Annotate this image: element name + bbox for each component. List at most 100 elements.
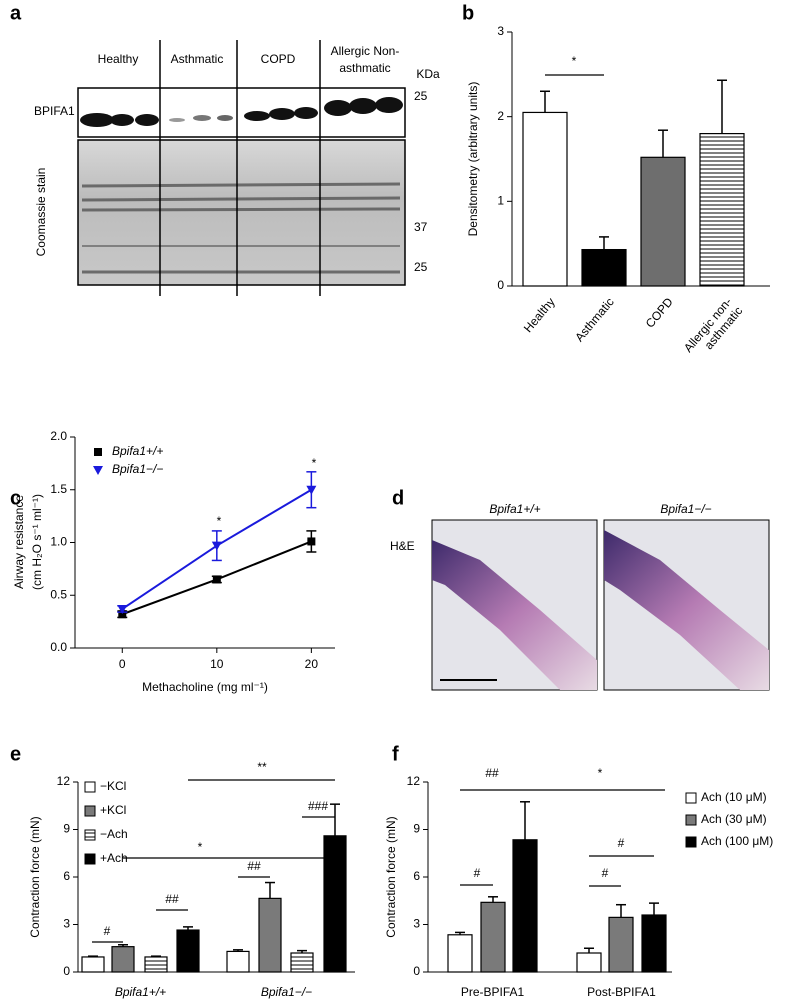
bar <box>258 897 282 973</box>
significance-label: # <box>474 866 481 880</box>
significance-label: * <box>598 766 603 780</box>
lane-label-line: Allergic Non- <box>331 44 400 58</box>
legend-label: Ach (10 μM) <box>701 790 767 804</box>
error-bar <box>183 926 193 931</box>
bar <box>699 133 745 287</box>
legend-label: +Ach <box>100 851 128 865</box>
error-bar <box>658 129 668 158</box>
significance-label: # <box>618 836 625 850</box>
y-axis-label: Densitometry (arbitrary units) <box>466 82 480 237</box>
bar <box>144 956 168 973</box>
marker <box>306 485 317 495</box>
legend-swatch <box>84 853 96 865</box>
y-tick-label: 6 <box>63 869 70 883</box>
x-tick-label: Asthmatic <box>572 295 617 344</box>
column-label: Bpifa1+/+ <box>489 502 540 516</box>
significance-label: * <box>217 514 222 528</box>
marker-label: 25 <box>414 89 428 103</box>
y-tick-label: 6 <box>413 869 420 883</box>
x-axis-label: Methacholine (mg ml⁻¹) <box>142 680 268 694</box>
error-bar <box>265 881 275 899</box>
x-tick-label: 20 <box>305 657 319 671</box>
legend-marker <box>94 448 102 456</box>
legend-label: Ach (30 μM) <box>701 812 767 826</box>
marker <box>117 604 128 614</box>
legend-label: Ach (100 μM) <box>701 834 773 848</box>
significance-label: * <box>572 54 577 68</box>
error-bar <box>616 903 626 918</box>
lane-label: Asthmatic <box>171 52 224 66</box>
legend-label: +KCl <box>100 803 126 817</box>
bar <box>640 156 686 287</box>
marker <box>212 575 221 584</box>
y-axis-label: (cm H₂O s⁻¹ ml⁻¹) <box>30 494 44 590</box>
significance-label: ### <box>308 799 328 813</box>
y-tick-label: 0.5 <box>50 587 67 601</box>
error-bar <box>488 896 498 903</box>
legend-marker <box>93 466 103 475</box>
error-bar <box>584 947 594 953</box>
marker <box>118 610 127 619</box>
significance-label: * <box>198 840 203 854</box>
y-tick-label: 1 <box>497 194 504 208</box>
y-tick-label: 9 <box>63 822 70 836</box>
legend-swatch <box>685 836 697 848</box>
y-axis-label: Contraction force (mN) <box>28 816 42 937</box>
significance-label: ## <box>247 859 261 873</box>
marker-label: 37 <box>414 220 428 234</box>
error-bar <box>233 949 243 952</box>
y-tick-label: 2.0 <box>50 429 67 443</box>
bar <box>480 901 506 973</box>
bar <box>323 835 347 973</box>
error-bar <box>455 931 465 935</box>
legend-label: Bpifa1−/− <box>112 462 163 476</box>
legend-swatch <box>84 781 96 793</box>
error-bar <box>297 949 307 953</box>
y-tick-label: 1.5 <box>50 482 67 496</box>
western-blot <box>77 40 406 296</box>
significance-label: ** <box>257 760 267 774</box>
significance-label: # <box>602 866 609 880</box>
legend-label: −Ach <box>100 827 128 841</box>
bar <box>512 839 538 973</box>
panel-label: b <box>462 2 474 24</box>
bar <box>81 956 105 973</box>
y-tick-label: 0 <box>413 964 420 978</box>
legend-label: −KCl <box>100 779 126 793</box>
error-bar <box>520 801 530 840</box>
legend-swatch <box>84 805 96 817</box>
significance-label: ## <box>485 766 499 780</box>
protein-label: BPIFA1 <box>34 104 75 118</box>
y-tick-label: 3 <box>413 917 420 931</box>
y-tick-label: 12 <box>407 774 421 788</box>
significance-label: # <box>104 924 111 938</box>
y-tick-label: 0 <box>63 964 70 978</box>
bar <box>608 916 634 973</box>
error-bar <box>88 955 98 957</box>
bar <box>226 950 250 973</box>
x-tick-label: 0 <box>119 657 126 671</box>
row-label: H&E <box>390 539 415 553</box>
y-tick-label: 3 <box>63 917 70 931</box>
y-tick-label: 12 <box>57 774 71 788</box>
y-tick-label: 9 <box>413 822 420 836</box>
panel-label: d <box>392 487 404 509</box>
lane-label-line: asthmatic <box>339 61 390 75</box>
x-tick-label: Allergic non-asthmatic <box>681 295 745 364</box>
legend-swatch <box>685 792 697 804</box>
lane-label: Allergic Non-asthmatic <box>331 44 400 75</box>
x-tick-label: Post-BPIFA1 <box>587 985 656 999</box>
panel-label: a <box>10 2 22 24</box>
y-tick-label: 2 <box>497 109 504 123</box>
stain-label: Coomassie stain <box>34 168 48 257</box>
y-axis-label: Airway resistance <box>12 495 26 589</box>
histology <box>431 519 770 691</box>
x-tick-label: Bpifa1−/− <box>261 985 312 999</box>
marker-label: 25 <box>414 260 428 274</box>
x-tick-label: COPD <box>643 295 676 331</box>
legend-swatch <box>685 814 697 826</box>
error-bar <box>717 79 727 134</box>
error-bar <box>118 944 128 947</box>
y-tick-label: 0 <box>497 278 504 292</box>
